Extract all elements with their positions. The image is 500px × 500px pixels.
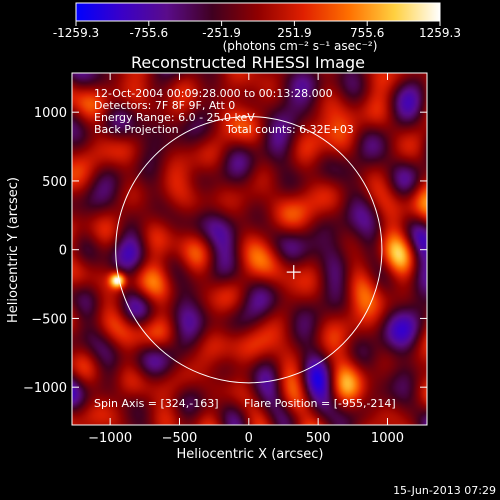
annotation-energy-range: Energy Range: 6.0 - 25.0 keV [94,111,255,124]
x-tick-label: −500 [162,431,198,446]
colorbar-tick-label: -251.9 [202,26,241,40]
annotation-detectors: Detectors: 7F 8F 9F, Att 0 [94,99,235,112]
annotation-block: 12-Oct-2004 00:09:28.000 to 00:13:28.000… [94,87,354,136]
spin-axis-marker [286,265,301,280]
colorbar-tick-label: 251.9 [277,26,311,40]
x-tick-label: 500 [306,431,331,446]
colorbar-tick-label: -1259.3 [53,26,99,40]
solar-limb-circle [115,116,383,384]
annotation-time-range: 12-Oct-2004 00:09:28.000 to 00:13:28.000 [94,87,333,100]
y-tick-label: 500 [42,175,67,190]
axis-ticks: −1000 −500 0 500 1000 −1000 −500 0 500 1000 [23,73,427,446]
x-tick-label: −1000 [88,431,132,446]
annotation-total-counts: Total counts: 6.32E+03 [225,123,354,136]
footer-flare-position: Flare Position = [-955,-214] [244,397,396,410]
x-tick-label: 1000 [371,431,404,446]
colorbar-tick-label: 1259.3 [419,26,461,40]
x-axis-label: Heliocentric X (arcsec) [177,447,324,462]
colorbar-ticks: -1259.3 -755.6 -251.9 251.9 755.6 1259.3 [53,21,461,40]
y-tick-label: 0 [59,244,67,259]
y-tick-label: −500 [31,312,67,327]
chart-title: Reconstructed RHESSI Image [131,53,365,72]
y-tick-label: 1000 [34,106,67,121]
plot-frame [71,72,428,426]
colorbar-tick-label: 755.6 [350,26,384,40]
footer-spin-axis: Spin Axis = [324,-163] [94,397,219,410]
timestamp: 15-Jun-2013 07:29 [393,484,496,497]
x-tick-label: 0 [245,431,253,446]
y-tick-label: −1000 [23,381,67,396]
colorbar-tick-label: -755.6 [129,26,168,40]
annotation-method: Back Projection [94,123,179,136]
colorbar-unit-label: (photons cm⁻² s⁻¹ asec⁻²) [223,39,378,53]
heatmap-image [72,73,427,425]
y-axis-label: Heliocentric Y (arcsec) [6,177,21,323]
colorbar [75,2,441,22]
